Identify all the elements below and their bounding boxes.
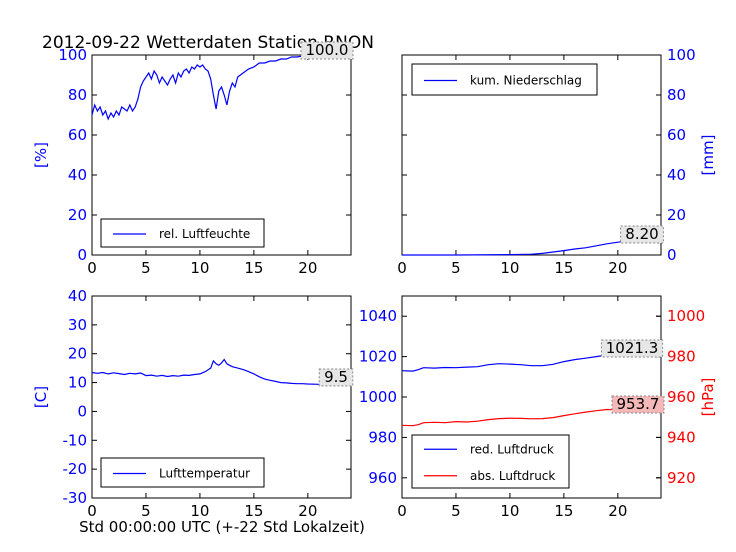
x-tick-label: 5 — [451, 502, 461, 520]
y-axis-label: [hPa] — [699, 378, 717, 417]
x-tick-label: 20 — [608, 259, 627, 277]
value-annotation: 8.20 — [625, 225, 658, 243]
y2-tick-label: 960 — [667, 388, 696, 406]
y-tick-label: 80 — [667, 86, 686, 104]
y-tick-label: 80 — [68, 86, 87, 104]
y-tick-label: 40 — [68, 166, 87, 184]
y-tick-label: 60 — [667, 126, 686, 144]
value-annotation: 9.5 — [324, 368, 348, 386]
y-axis-label: [mm] — [699, 135, 717, 176]
y-tick-label: 30 — [68, 316, 87, 334]
y-tick-label: 10 — [68, 374, 87, 392]
plot-frame — [91, 295, 352, 499]
y-tick-label: 1020 — [359, 348, 397, 366]
x-tick-label: 0 — [87, 502, 97, 520]
chart-panel-2: 0 5 10 15 20 0 20 40 60 80 100 [mm] 8.20 kum. Nieders… — [397, 46, 717, 277]
y-tick-label: 100 — [667, 46, 696, 64]
x-tick-label: 15 — [554, 259, 573, 277]
y2-tick-label: 980 — [667, 348, 696, 366]
x-tick-label: 15 — [244, 259, 263, 277]
value-annotation-box — [620, 225, 664, 244]
y2-tick-label: 1000 — [667, 307, 705, 325]
chart-panel-3: 0 5 10 15 20 -30 -20 -10 0 10 20 30 40 [C] 9.5 Lufttemp… — [32, 287, 354, 520]
value-annotation: 1021.3 — [606, 339, 659, 357]
legend-label: rel. Luftfeuchte — [159, 227, 250, 241]
y-tick-label: 1040 — [359, 307, 397, 325]
plot-frame — [401, 54, 662, 256]
x-tick-label: 5 — [141, 502, 151, 520]
y-tick-label: 100 — [58, 46, 87, 64]
value-annotation-box — [318, 368, 354, 387]
value-annotation-box — [600, 339, 664, 358]
y-tick-label: 20 — [667, 206, 686, 224]
y2-tick-label: 940 — [667, 428, 696, 446]
legend: Lufttemperatur — [100, 457, 265, 488]
legend-box — [411, 434, 570, 489]
y-tick-label: -20 — [63, 460, 88, 478]
x-axis-label: Std 00:00:00 UTC (+-22 Std Lokalzeit) — [79, 518, 365, 536]
value-annotation-box — [611, 395, 665, 414]
plot-frame — [91, 54, 352, 256]
y-tick-label: 0 — [667, 246, 677, 264]
legend-label: kum. Niederschlag — [470, 74, 582, 88]
x-tick-label: 20 — [608, 502, 627, 520]
legend: kum. Niederschlag — [411, 63, 598, 96]
legend: red. Luftdruck abs. Luftdruck — [411, 434, 570, 489]
series-line-1 — [91, 54, 351, 121]
x-tick-label: 5 — [141, 259, 151, 277]
series-line-1 — [91, 358, 352, 385]
legend-box — [100, 457, 265, 488]
legend: rel. Luftfeuchte — [100, 218, 265, 248]
x-tick-label: 10 — [190, 502, 209, 520]
legend-label: red. Luftdruck — [470, 442, 554, 456]
y-tick-label: 40 — [68, 287, 87, 305]
y-tick-label: 20 — [68, 345, 87, 363]
y-tick-label: 0 — [77, 402, 87, 420]
y-axis-label: [%] — [32, 142, 50, 168]
y-tick-label: 0 — [77, 246, 87, 264]
y-tick-label: 960 — [368, 469, 397, 487]
x-tick-label: 5 — [451, 259, 461, 277]
x-tick-label: 0 — [397, 259, 407, 277]
x-tick-label: 20 — [298, 259, 317, 277]
legend-label: abs. Luftdruck — [470, 469, 555, 483]
y-tick-label: -30 — [63, 489, 88, 507]
x-tick-label: 10 — [500, 259, 519, 277]
y-tick-label: 980 — [368, 428, 397, 446]
x-tick-label: 10 — [500, 502, 519, 520]
x-tick-label: 15 — [554, 502, 573, 520]
y-tick-label: 1000 — [359, 388, 397, 406]
legend-box — [100, 218, 265, 248]
x-tick-label: 15 — [244, 502, 263, 520]
value-annotation: 100.0 — [306, 41, 349, 59]
y-tick-label: 40 — [667, 166, 686, 184]
x-tick-label: 20 — [298, 502, 317, 520]
value-annotation-box — [300, 41, 354, 60]
value-annotation: 953.7 — [617, 395, 660, 413]
chart-panel-4: 0 5 10 15 20 960 980 1000 1020 1040 920 940 960 980 10… — [359, 295, 717, 520]
x-tick-label: 0 — [87, 259, 97, 277]
y-axis-label: [C] — [32, 386, 50, 408]
y-tick-label: -10 — [63, 431, 88, 449]
legend-box — [411, 63, 598, 96]
figure-title: 2012-09-22 Wetterdaten Station RNON — [42, 33, 374, 53]
legend-label: Lufttemperatur — [159, 467, 250, 481]
chart-panel-1: 0 5 10 15 20 0 20 40 60 80 100 [%] 100.0 rel. Luftfeu… — [32, 41, 354, 277]
x-tick-label: 10 — [190, 259, 209, 277]
x-tick-label: 0 — [397, 502, 407, 520]
y2-tick-label: 920 — [667, 469, 696, 487]
y-tick-label: 20 — [68, 206, 87, 224]
y-tick-label: 60 — [68, 126, 87, 144]
